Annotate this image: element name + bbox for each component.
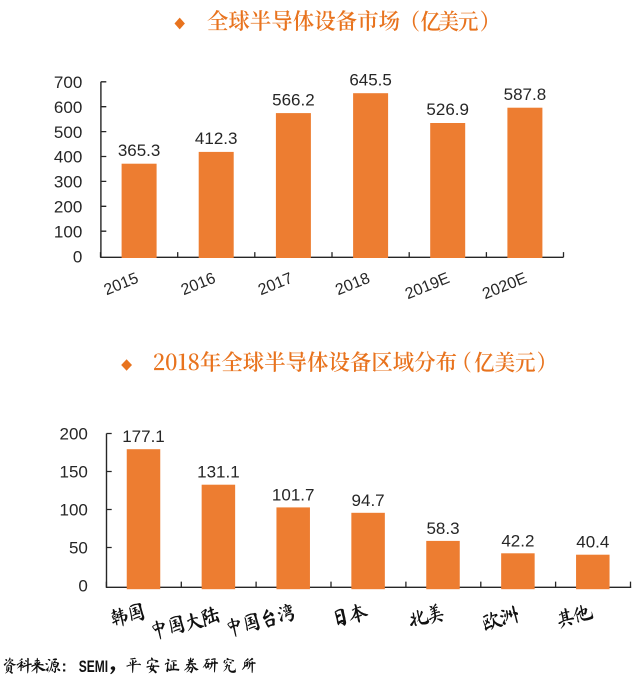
svg-text:700: 700 (54, 73, 82, 92)
svg-text:58.3: 58.3 (426, 519, 459, 538)
svg-text:566.2: 566.2 (272, 90, 315, 109)
svg-text:177.1: 177.1 (122, 427, 165, 446)
svg-text:94.7: 94.7 (352, 491, 385, 510)
svg-text:0: 0 (78, 577, 87, 596)
svg-text:526.9: 526.9 (426, 100, 469, 119)
svg-text:100: 100 (54, 222, 82, 241)
svg-text:150: 150 (60, 463, 88, 482)
svg-text:101.7: 101.7 (272, 485, 315, 504)
svg-text:200: 200 (60, 425, 88, 444)
svg-text:131.1: 131.1 (197, 463, 240, 482)
svg-text:SEMI: SEMI (79, 657, 108, 676)
svg-text:587.8: 587.8 (504, 85, 547, 104)
svg-text:40.4: 40.4 (576, 533, 609, 552)
svg-text:365.3: 365.3 (118, 141, 161, 160)
svg-text:0: 0 (73, 247, 82, 266)
svg-text:100: 100 (60, 501, 88, 520)
svg-text:300: 300 (54, 173, 82, 192)
svg-text:645.5: 645.5 (349, 70, 392, 89)
svg-text:42.2: 42.2 (501, 531, 534, 550)
svg-text:400: 400 (54, 148, 82, 167)
svg-text::: : (62, 659, 67, 676)
svg-text:200: 200 (54, 198, 82, 217)
svg-text:50: 50 (69, 539, 88, 558)
svg-text:412.3: 412.3 (195, 129, 238, 148)
svg-text:600: 600 (54, 98, 82, 117)
svg-text:500: 500 (54, 123, 82, 142)
